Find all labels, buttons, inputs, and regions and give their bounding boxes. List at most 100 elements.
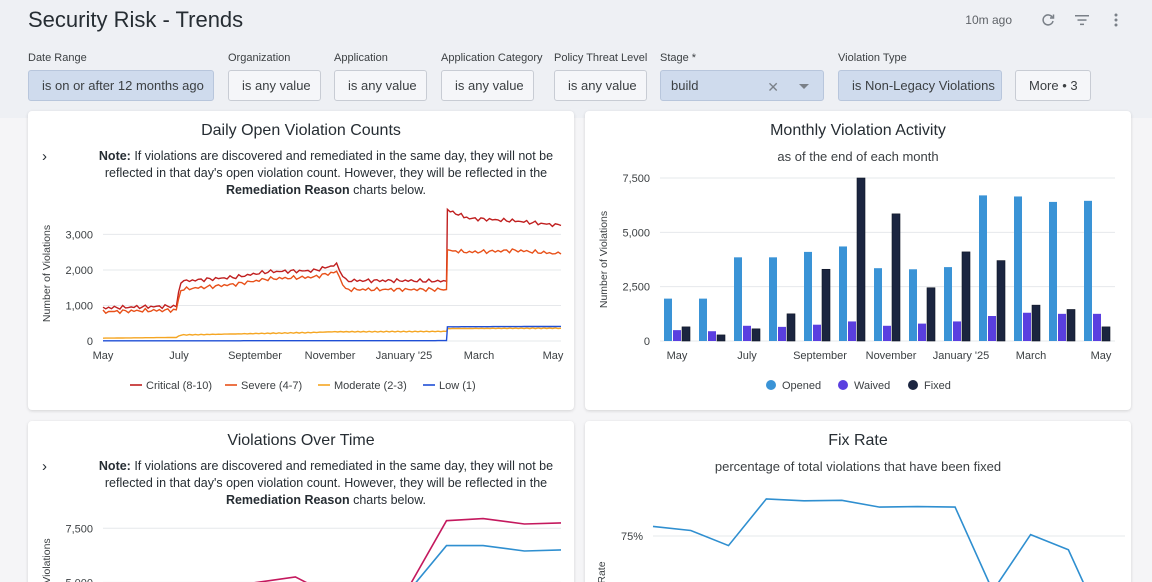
legend-swatch <box>766 380 776 390</box>
refresh-timestamp: 10m ago <box>965 13 1012 27</box>
stage-select[interactable]: build ✕ <box>660 70 824 101</box>
legend-label: Waived <box>854 380 890 392</box>
y-tick-label: 1,000 <box>65 300 93 312</box>
filter-policy-threat-level: Policy Threat Level is any value <box>554 52 648 101</box>
legend-label: Low (1) <box>439 380 476 392</box>
y-tick-label: 0 <box>644 336 650 348</box>
x-tick-label: July <box>737 350 757 362</box>
x-tick-label: March <box>1016 350 1047 362</box>
card-title: Monthly Violation Activity <box>770 122 946 139</box>
filter-organization-value[interactable]: is any value <box>228 70 321 101</box>
card-subtitle: percentage of total violations that have… <box>714 459 1002 474</box>
filter-header: Security Risk - Trends 10m ago Date Rang… <box>0 0 1152 118</box>
bar-fixed <box>1066 309 1076 342</box>
clear-icon[interactable]: ✕ <box>767 79 779 95</box>
header-actions: 10m ago <box>965 12 1124 28</box>
bar-waived <box>953 321 961 341</box>
bar-opened <box>769 257 777 341</box>
filter-date-range-value[interactable]: is on or after 12 months ago <box>28 70 214 101</box>
x-tick-label: September <box>793 350 847 362</box>
card-subtitle: as of the end of each month <box>777 149 939 164</box>
card-title: Violations Over Time <box>227 432 375 449</box>
bar-waived <box>918 323 926 341</box>
note-text: Note: If violations are discovered and r… <box>78 458 574 509</box>
filter-organization: Organization is any value <box>228 52 321 101</box>
legend-swatch <box>908 380 918 390</box>
fix-rate-line <box>652 498 1084 582</box>
bar-fixed <box>996 260 1006 342</box>
x-tick-label: March <box>464 350 495 362</box>
filter-label: Policy Threat Level <box>554 52 648 64</box>
bar-waived <box>1023 312 1031 341</box>
bar-fixed <box>786 313 796 342</box>
x-tick-label: November <box>866 350 917 362</box>
note-bold: Note: <box>98 459 131 473</box>
bar-fixed <box>856 177 866 342</box>
legend-label: Severe (4-7) <box>241 380 302 392</box>
filter-label: Stage * <box>660 52 697 64</box>
bar-fixed <box>751 328 761 342</box>
bar-waived <box>813 324 821 341</box>
note-tail: charts below. <box>349 493 427 507</box>
filter-icon[interactable] <box>1074 12 1090 28</box>
series-line-2 <box>102 327 562 339</box>
series-line-1 <box>102 248 562 315</box>
legend-label: Opened <box>782 380 821 392</box>
filter-application-category-value[interactable]: is any value <box>441 70 534 101</box>
filter-violation-type-value[interactable]: is Non-Legacy Violations <box>838 70 1002 101</box>
more-vert-icon[interactable] <box>1108 12 1124 28</box>
series-line-0 <box>254 517 562 582</box>
legend-label: Critical (8-10) <box>146 380 212 392</box>
x-tick-label: January '25 <box>933 350 990 362</box>
bar-opened <box>1014 196 1022 341</box>
more-filters-button[interactable]: More • 3 <box>1015 70 1091 101</box>
stage-select-value: build <box>671 78 699 93</box>
monthly-violation-activity-chart: 0 2,500 5,000 7,500 Number of Violations May J… <box>598 173 1115 392</box>
bar-waived <box>743 325 751 341</box>
card-title: Fix Rate <box>828 432 888 449</box>
bar-opened <box>979 195 987 341</box>
legend-swatch <box>838 380 848 390</box>
y-axis-label: Fix Rate <box>596 561 608 582</box>
bar-waived <box>1093 313 1101 341</box>
chevron-down-icon[interactable] <box>799 84 809 89</box>
bar-opened <box>839 246 847 341</box>
note-body: If violations are discovered and remedia… <box>104 149 554 180</box>
x-tick-label: May <box>667 350 688 362</box>
y-tick-label: 5,000 <box>65 577 93 582</box>
y-tick-label: 2,500 <box>622 282 650 294</box>
x-tick-label: May <box>543 350 564 362</box>
card-daily-open-violations: Daily Open Violation Counts › Note: If v… <box>28 111 574 410</box>
bar-opened <box>1049 201 1057 341</box>
bar-waived <box>1058 313 1066 341</box>
bar-fixed <box>821 268 831 342</box>
bar-fixed <box>926 287 936 342</box>
bar-waived <box>673 330 681 341</box>
y-tick-label: 7,500 <box>622 173 650 185</box>
bar-waived <box>778 326 786 341</box>
bar-opened <box>699 298 707 341</box>
bar-fixed <box>891 213 901 342</box>
chevron-right-icon[interactable]: › <box>42 458 47 475</box>
y-tick-label: 75% <box>621 531 643 543</box>
chevron-right-icon[interactable]: › <box>42 148 47 165</box>
filter-policy-threat-level-value[interactable]: is any value <box>554 70 647 101</box>
refresh-icon[interactable] <box>1040 12 1056 28</box>
bar-opened <box>734 257 742 341</box>
filter-application-value[interactable]: is any value <box>334 70 427 101</box>
bar-waived <box>883 325 891 341</box>
x-tick-label: January '25 <box>376 350 433 362</box>
series-line-3 <box>103 325 561 342</box>
bar-opened <box>664 298 672 341</box>
bar-waived <box>848 321 856 341</box>
bar-opened <box>804 251 812 341</box>
note-body: If violations are discovered and remedia… <box>104 459 554 490</box>
note-tail: charts below. <box>349 183 427 197</box>
filter-application-category: Application Category is any value <box>441 52 543 101</box>
series-line-1 <box>415 544 562 582</box>
x-tick-label: July <box>169 350 189 362</box>
bar-fixed <box>716 334 726 342</box>
y-axis-label: Number of Violations <box>598 211 610 308</box>
page-title: Security Risk - Trends <box>28 7 244 32</box>
x-tick-label: September <box>228 350 282 362</box>
